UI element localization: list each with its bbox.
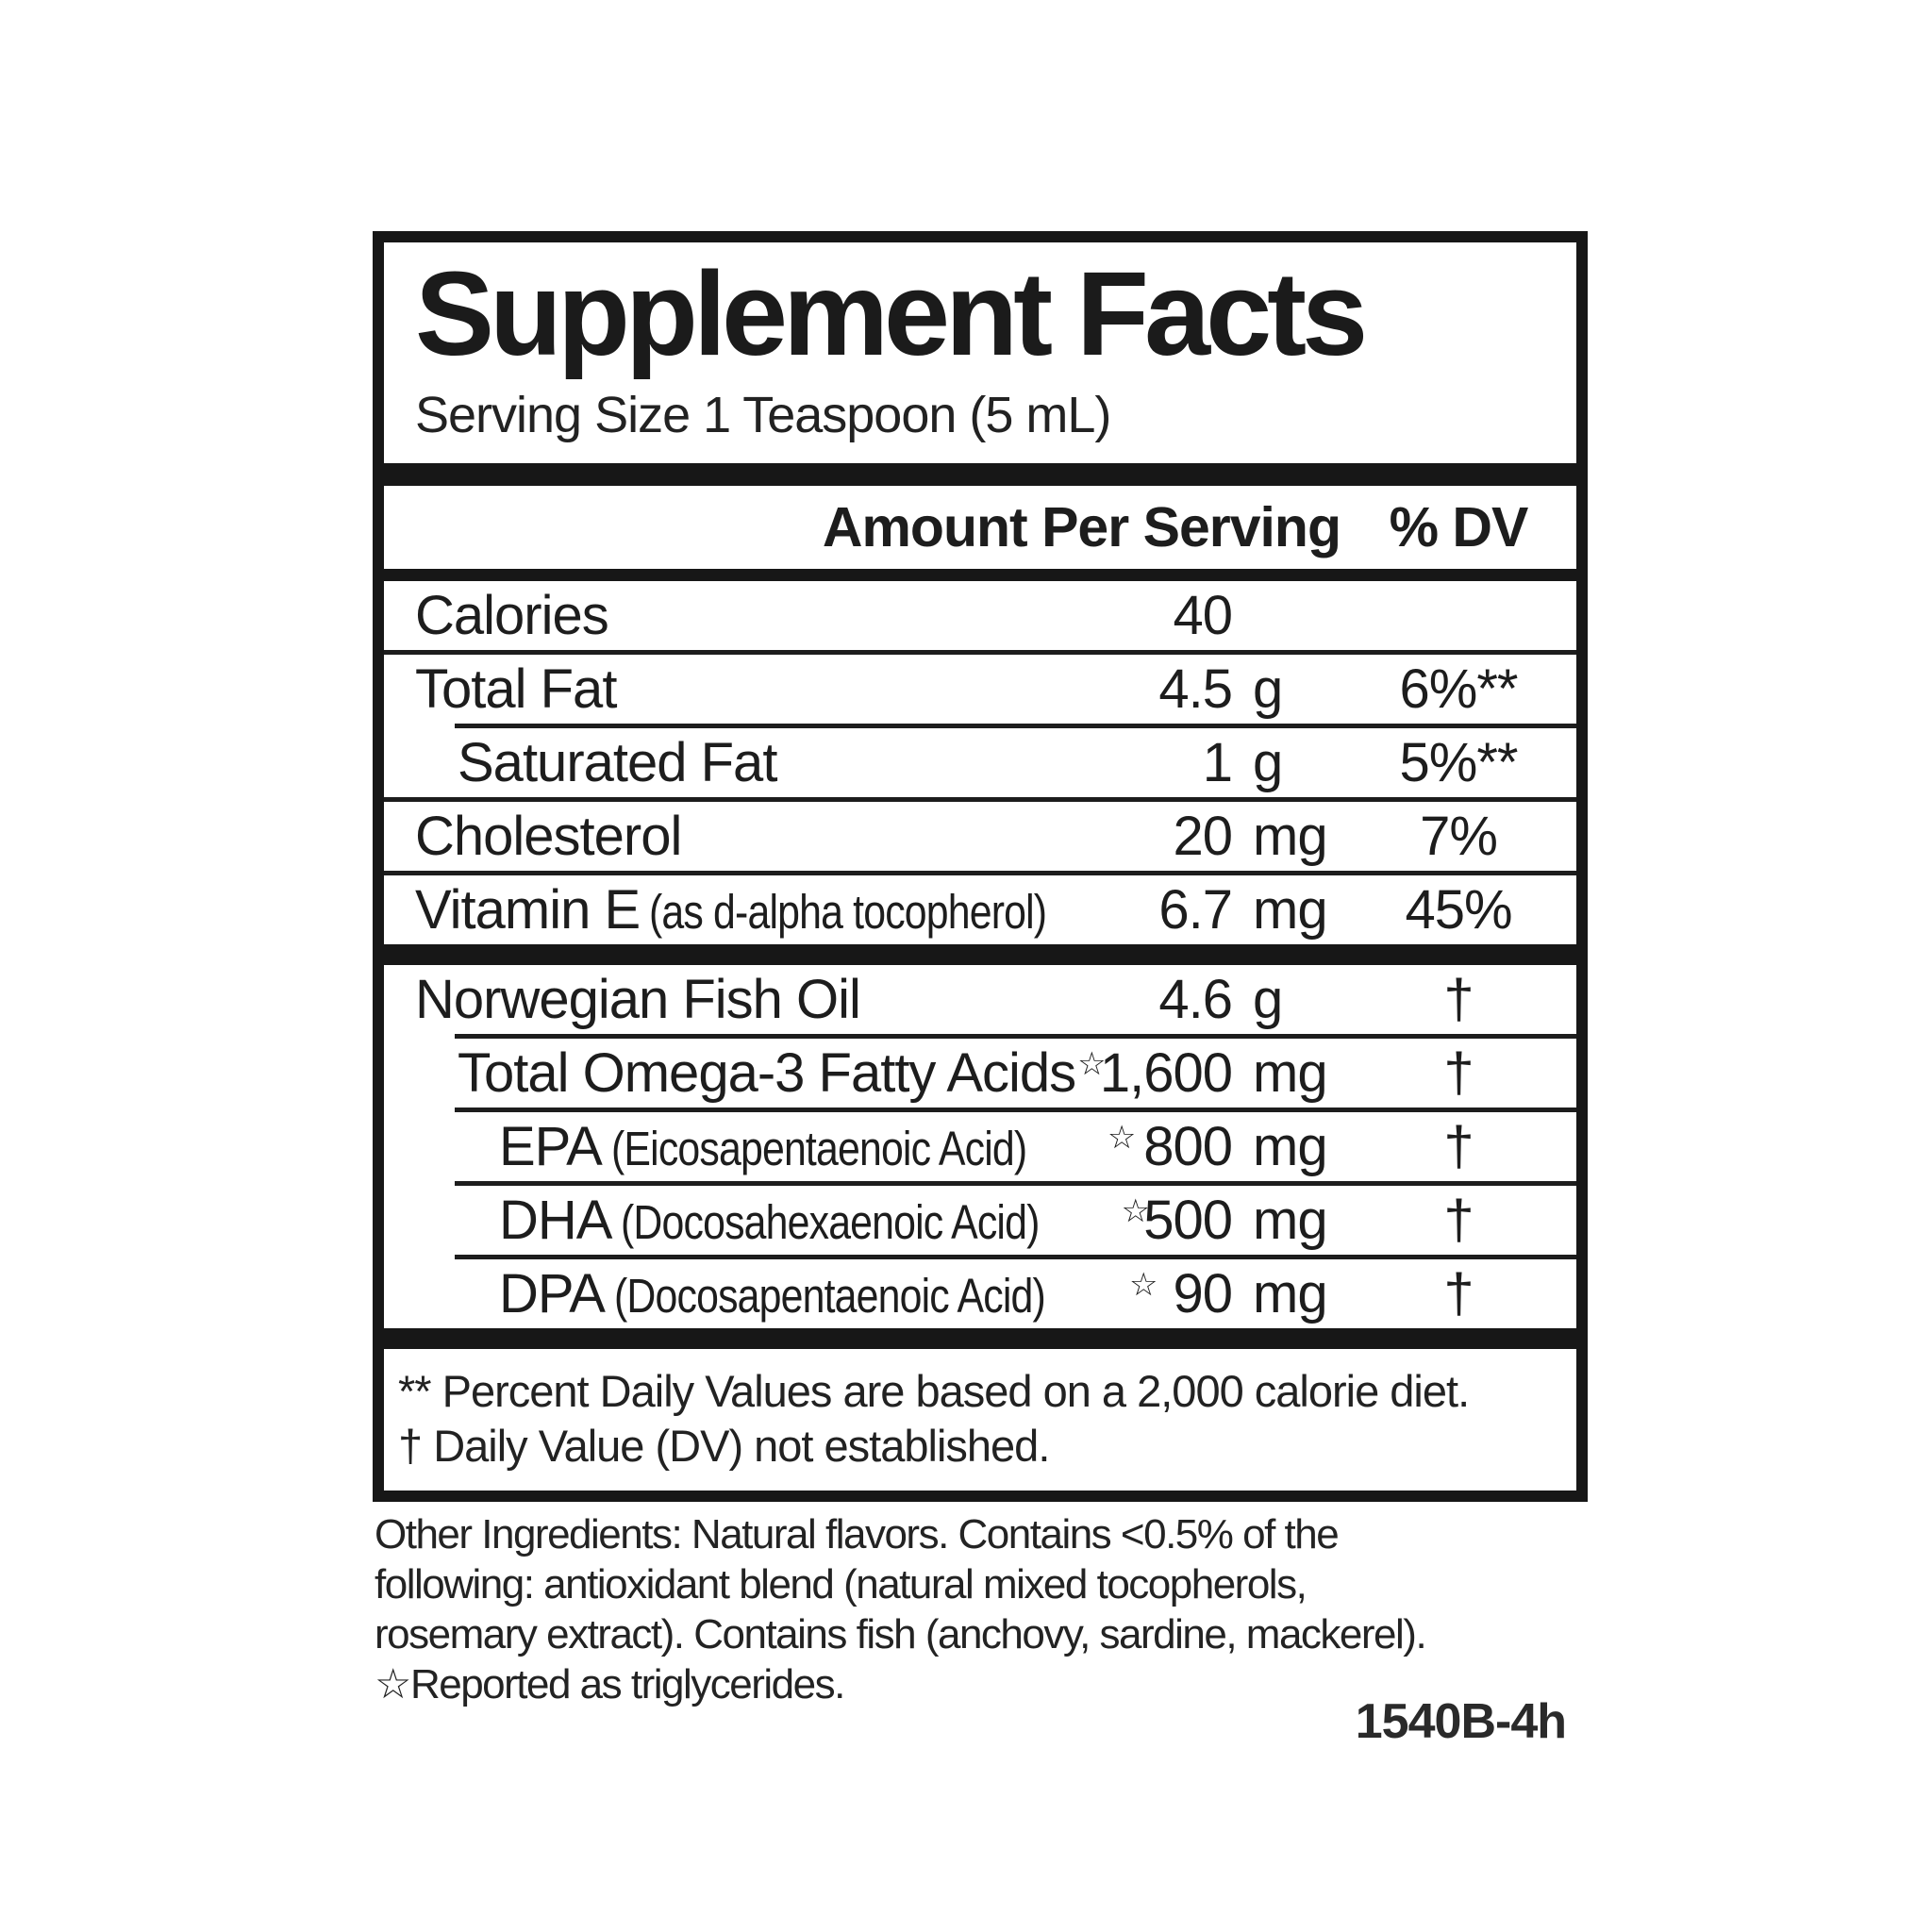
table-row-saturated-fat: Saturated Fat 1 g 5%** (384, 728, 1576, 797)
panel-header: Supplement Facts Serving Size 1 Teaspoon… (384, 242, 1576, 463)
nutrient-name: Total Fat (415, 658, 1081, 721)
amount-unit: g (1253, 732, 1283, 794)
column-header-row: Amount Per Serving % DV (384, 486, 1576, 569)
table-row-total-omega-3: Total Omega-3 Fatty Acids☆ 1,600 mg † (384, 1039, 1576, 1108)
table-row-dpa: DPA (Docosapentaenoic Acid) ☆ 90 mg † (384, 1259, 1576, 1328)
nutrient-name: Saturated Fat (458, 731, 1081, 794)
thick-divider-bar (384, 944, 1576, 966)
dv-value: 6%** (1399, 658, 1519, 721)
footnote-percent-dv: ** Percent Daily Values are based on a 2… (398, 1366, 1470, 1417)
dv-value: 7% (1420, 806, 1498, 868)
amount-value: 500 (1143, 1190, 1233, 1252)
nutrient-name-text: Vitamin E (415, 879, 641, 941)
amount-value: 90 (1173, 1263, 1233, 1325)
amount-value: 40 (1173, 585, 1233, 647)
table-row-epa: EPA (Eicosapentaenoic Acid) ☆ 800 mg † (384, 1112, 1576, 1181)
nutrient-name: Norwegian Fish Oil (415, 968, 1081, 1031)
row-divider (384, 650, 1576, 656)
table-row-vitamin-e: Vitamin E (as d-alpha tocopherol) 6.7 mg … (384, 875, 1576, 944)
amount-unit: mg (1253, 806, 1328, 868)
amount-unit: mg (1253, 1116, 1328, 1178)
panel-title: Supplement Facts (415, 247, 1368, 380)
dv-value: 5%** (1399, 732, 1519, 794)
table-row-total-fat: Total Fat 4.5 g 6%** (384, 655, 1576, 724)
nutrient-name: Cholesterol (415, 805, 1081, 868)
star-icon: ☆ (1107, 1120, 1137, 1157)
reported-as-triglycerides-note: ☆Reported as triglycerides. (375, 1661, 845, 1707)
nutrient-name-text: EPA (499, 1116, 603, 1178)
amount-unit: mg (1253, 879, 1328, 941)
product-code: 1540B-4h (1355, 1694, 1567, 1749)
nutrient-name: Calories (415, 584, 1081, 647)
medium-divider-bar (384, 569, 1576, 582)
amount-value: 4.6 (1158, 969, 1233, 1031)
dv-value: † (1443, 1116, 1474, 1178)
nutrient-name-text: Total Omega-3 Fatty Acids (458, 1042, 1076, 1105)
table-row-calories: Calories 40 (384, 581, 1576, 650)
nutrient-name-text: Total Fat (415, 658, 617, 721)
thick-divider-bar (384, 463, 1576, 487)
table-row-dha: DHA (Docosahexaenoic Acid) ☆ 500 mg † (384, 1186, 1576, 1255)
percent-dv-header: % DV (1389, 496, 1529, 559)
star-icon: ☆ (1128, 1267, 1158, 1304)
amount-value: 1 (1202, 732, 1233, 794)
other-ingredients-line: following: antioxidant blend (natural mi… (375, 1561, 1307, 1607)
nutrient-name-text: Saturated Fat (458, 732, 777, 794)
nutrient-name-text: Cholesterol (415, 806, 682, 868)
row-divider-indented (455, 1034, 1576, 1040)
thick-divider-bar (384, 1328, 1576, 1350)
dv-value: † (1443, 1042, 1474, 1105)
amount-value: 1,600 (1099, 1042, 1233, 1105)
amount-value: 800 (1143, 1116, 1233, 1178)
nutrient-note: (Docosahexaenoic Acid) (621, 1195, 1040, 1250)
amount-unit: mg (1253, 1190, 1328, 1252)
row-divider-indented (455, 1255, 1576, 1260)
amount-unit: mg (1253, 1263, 1328, 1325)
nutrient-name-text: DPA (499, 1263, 606, 1325)
supplement-facts-panel: Supplement Facts Serving Size 1 Teaspoon… (373, 231, 1588, 1503)
other-ingredients-line: rosemary extract). Contains fish (anchov… (375, 1611, 1427, 1657)
other-ingredients-section: Other Ingredients: Natural flavors. Cont… (375, 1509, 1582, 1709)
dv-value: † (1443, 1190, 1474, 1252)
amount-value: 20 (1173, 806, 1233, 868)
amount-unit: g (1253, 658, 1283, 721)
table-row-cholesterol: Cholesterol 20 mg 7% (384, 802, 1576, 871)
star-icon: ☆ (1121, 1193, 1150, 1230)
row-divider-indented (455, 1108, 1576, 1113)
row-divider (384, 797, 1576, 803)
footnote-section: ** Percent Daily Values are based on a 2… (384, 1349, 1576, 1491)
amount-unit: g (1253, 969, 1283, 1031)
nutrient-note: (Eicosapentaenoic Acid) (610, 1122, 1027, 1176)
table-row-norwegian-fish-oil: Norwegian Fish Oil 4.6 g † (384, 965, 1576, 1034)
nutrient-note: (Docosapentaenoic Acid) (613, 1269, 1046, 1324)
nutrient-name: EPA (Eicosapentaenoic Acid) ☆ (499, 1115, 1136, 1178)
amount-value: 6.7 (1158, 879, 1233, 941)
nutrient-name: Vitamin E (as d-alpha tocopherol) (415, 878, 1081, 941)
amount-unit: mg (1253, 1042, 1328, 1105)
row-divider (384, 871, 1576, 876)
nutrient-name: Total Omega-3 Fatty Acids☆ (458, 1041, 1107, 1105)
nutrient-name: DPA (Docosapentaenoic Acid) ☆ (499, 1262, 1158, 1325)
other-ingredients-line: Other Ingredients: Natural flavors. Cont… (375, 1511, 1340, 1557)
serving-size-text: Serving Size 1 Teaspoon (5 mL) (415, 387, 1111, 444)
star-icon: ☆ (1077, 1046, 1107, 1083)
amount-per-serving-header: Amount Per Serving (822, 496, 1341, 559)
nutrient-name-text: Norwegian Fish Oil (415, 969, 861, 1031)
nutrient-name-text: Calories (415, 585, 609, 647)
row-divider-indented (455, 1181, 1576, 1187)
nutrient-name: DHA (Docosahexaenoic Acid) ☆ (499, 1189, 1150, 1252)
footnote-dv-not-established: † Daily Value (DV) not established. (398, 1421, 1050, 1472)
dv-value: † (1443, 1263, 1474, 1325)
nutrient-note: (as d-alpha tocopherol) (649, 885, 1047, 940)
dv-value: † (1443, 969, 1474, 1031)
dv-value: 45% (1405, 879, 1512, 941)
row-divider-indented (455, 724, 1576, 729)
nutrient-name-text: DHA (499, 1190, 612, 1252)
amount-value: 4.5 (1158, 658, 1233, 721)
